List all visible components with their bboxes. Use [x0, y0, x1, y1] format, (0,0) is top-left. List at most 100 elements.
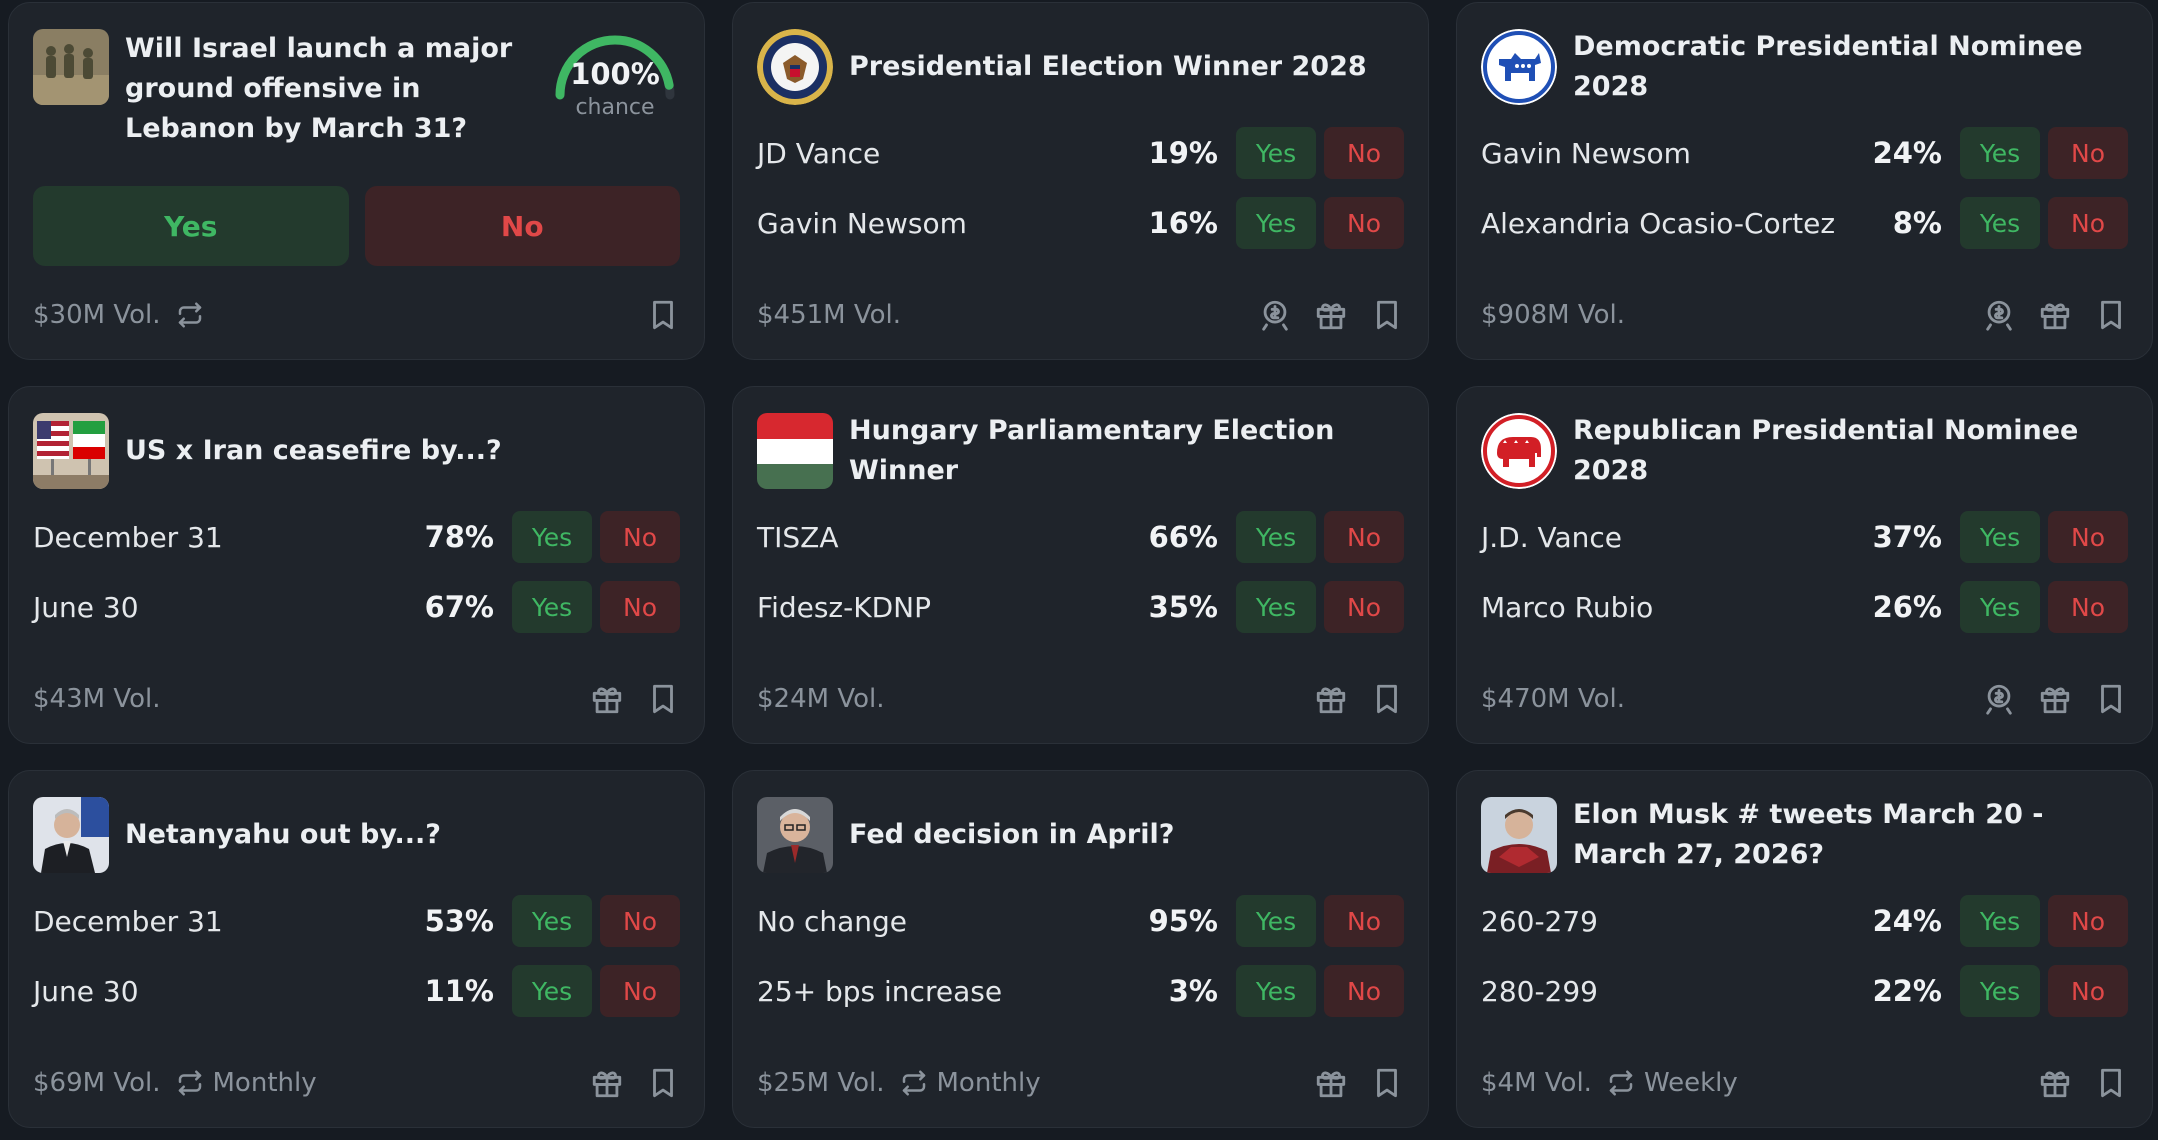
yes-button[interactable]: Yes: [1236, 197, 1316, 249]
market-card-us-iran-ceasefire[interactable]: US x Iran ceasefire by...? December 31 7…: [8, 386, 705, 744]
yes-button[interactable]: Yes: [1960, 197, 2040, 249]
yes-button[interactable]: Yes: [512, 511, 592, 563]
rewards-icon[interactable]: [1982, 298, 2016, 332]
volume-text: $908M Vol.: [1481, 300, 1626, 330]
yes-button[interactable]: Yes: [512, 895, 592, 947]
rewards-icon[interactable]: [1258, 298, 1292, 332]
no-button[interactable]: No: [600, 511, 680, 563]
gift-icon[interactable]: [590, 1066, 624, 1100]
bookmark-icon[interactable]: [2094, 1066, 2128, 1100]
repeat-icon: [1609, 1070, 1633, 1096]
bookmark-icon[interactable]: [2094, 682, 2128, 716]
volume-text: $69M Vol.: [33, 1068, 161, 1098]
bookmark-icon[interactable]: [1370, 1066, 1404, 1100]
outcome-row: June 30 67% Yes No: [33, 581, 680, 633]
outcome-percent: 67%: [424, 590, 494, 624]
market-title[interactable]: US x Iran ceasefire by...?: [125, 435, 502, 466]
outcome-row: J.D. Vance 37% Yes No: [1481, 511, 2128, 563]
no-button[interactable]: No: [1324, 581, 1404, 633]
outcome-row: 280-299 22% Yes No: [1481, 965, 2128, 1017]
no-button[interactable]: No: [1324, 511, 1404, 563]
yes-button[interactable]: Yes: [1236, 511, 1316, 563]
outcome-label: 25+ bps increase: [757, 974, 1003, 1008]
soldiers-photo-icon: [33, 29, 109, 105]
outcome-percent: 8%: [1892, 206, 1942, 240]
markets-grid: Will Israel launch a major ground offens…: [8, 2, 2153, 1128]
volume-text: $43M Vol.: [33, 684, 161, 714]
chance-label: chance: [575, 95, 655, 120]
elon-musk-photo-icon: [1481, 797, 1557, 873]
outcome-label: No change: [757, 904, 908, 938]
yes-button[interactable]: Yes: [1960, 511, 2040, 563]
no-button[interactable]: No: [600, 965, 680, 1017]
yes-button[interactable]: Yes: [1960, 895, 2040, 947]
recurrence: Monthly: [899, 1068, 1041, 1098]
market-title[interactable]: Republican Presidential Nominee 2028: [1573, 415, 2079, 486]
yes-button[interactable]: Yes: [1236, 965, 1316, 1017]
gift-icon[interactable]: [1314, 682, 1348, 716]
market-title[interactable]: Democratic Presidential Nominee 2028: [1573, 31, 2083, 102]
market-title[interactable]: Hungary Parliamentary Election Winner: [849, 415, 1335, 486]
market-title[interactable]: Netanyahu out by...?: [125, 819, 441, 850]
gift-icon[interactable]: [1314, 298, 1348, 332]
democrat-donkey-icon: [1481, 29, 1557, 105]
no-button[interactable]: No: [2048, 197, 2128, 249]
market-title[interactable]: Presidential Election Winner 2028: [849, 51, 1367, 82]
outcome-percent: 66%: [1148, 520, 1218, 554]
gift-icon[interactable]: [2038, 1066, 2072, 1100]
yes-button[interactable]: Yes: [1960, 965, 2040, 1017]
market-title[interactable]: Fed decision in April?: [849, 819, 1175, 850]
market-card-elon-tweets[interactable]: Elon Musk # tweets March 20 - March 27, …: [1456, 770, 2153, 1128]
no-button[interactable]: No: [600, 895, 680, 947]
outcome-label: June 30: [33, 974, 139, 1008]
gift-icon[interactable]: [590, 682, 624, 716]
buy-no-button[interactable]: No: [364, 186, 680, 266]
recurrence-label: Monthly: [212, 1068, 317, 1098]
yes-button[interactable]: Yes: [1236, 127, 1316, 179]
market-card-fed-decision[interactable]: Fed decision in April? No change 95% Yes…: [732, 770, 1429, 1128]
no-button[interactable]: No: [600, 581, 680, 633]
yes-button[interactable]: Yes: [1236, 581, 1316, 633]
bookmark-icon[interactable]: [646, 298, 680, 332]
yes-button[interactable]: Yes: [512, 581, 592, 633]
gift-icon[interactable]: [1314, 1066, 1348, 1100]
market-card-presidential-winner[interactable]: Presidential Election Winner 2028 JD Van…: [732, 2, 1429, 360]
volume-text: $30M Vol.: [33, 300, 161, 330]
bookmark-icon[interactable]: [2094, 298, 2128, 332]
outcome-label: Fidesz-KDNP: [757, 590, 931, 624]
no-button[interactable]: No: [2048, 965, 2128, 1017]
outcome-percent: 11%: [424, 974, 494, 1008]
outcome-row: December 31 78% Yes No: [33, 511, 680, 563]
bookmark-icon[interactable]: [646, 682, 680, 716]
no-button[interactable]: No: [2048, 127, 2128, 179]
gift-icon[interactable]: [2038, 682, 2072, 716]
market-card-democratic-nominee[interactable]: Democratic Presidential Nominee 2028 Gav…: [1456, 2, 2153, 360]
yes-button[interactable]: Yes: [1236, 895, 1316, 947]
no-button[interactable]: No: [1324, 127, 1404, 179]
rewards-icon[interactable]: [1982, 682, 2016, 716]
no-button[interactable]: No: [1324, 965, 1404, 1017]
us-iran-flags-photo-icon: [33, 413, 109, 489]
outcome-row: 25+ bps increase 3% Yes No: [757, 965, 1404, 1017]
buy-yes-button[interactable]: Yes: [33, 186, 349, 266]
market-card-hungary-election[interactable]: Hungary Parliamentary Election Winner TI…: [732, 386, 1429, 744]
bookmark-icon[interactable]: [1370, 298, 1404, 332]
netanyahu-photo-icon: [33, 797, 109, 873]
no-button[interactable]: No: [2048, 895, 2128, 947]
no-button[interactable]: No: [2048, 581, 2128, 633]
yes-button[interactable]: Yes: [512, 965, 592, 1017]
no-button[interactable]: No: [1324, 197, 1404, 249]
market-card-netanyahu-out[interactable]: Netanyahu out by...? December 31 53% Yes…: [8, 770, 705, 1128]
no-button[interactable]: No: [2048, 511, 2128, 563]
bookmark-icon[interactable]: [646, 1066, 680, 1100]
outcome-row: December 31 53% Yes No: [33, 895, 680, 947]
bookmark-icon[interactable]: [1370, 682, 1404, 716]
market-card-republican-nominee[interactable]: Republican Presidential Nominee 2028 J.D…: [1456, 386, 2153, 744]
market-title[interactable]: Will Israel launch a major ground offens…: [125, 33, 513, 144]
no-button[interactable]: No: [1324, 895, 1404, 947]
yes-button[interactable]: Yes: [1960, 127, 2040, 179]
yes-button[interactable]: Yes: [1960, 581, 2040, 633]
market-card-israel-lebanon[interactable]: Will Israel launch a major ground offens…: [8, 2, 705, 360]
market-title[interactable]: Elon Musk # tweets March 20 - March 27, …: [1573, 799, 2044, 870]
gift-icon[interactable]: [2038, 298, 2072, 332]
